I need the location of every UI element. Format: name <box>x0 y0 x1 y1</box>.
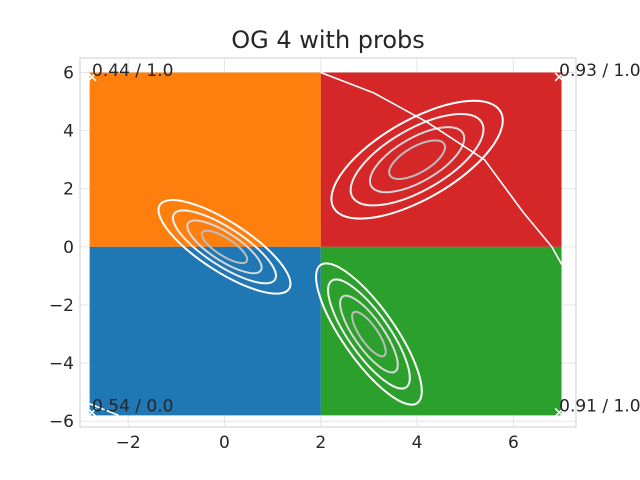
x-tick-label: −2 <box>116 433 141 453</box>
y-tick-label: −6 <box>49 412 74 432</box>
x-axis-ticks: −2 0 2 4 6 <box>116 433 519 453</box>
y-tick-label: 6 <box>63 64 74 84</box>
contour-2-2 <box>339 294 399 374</box>
boundary-line-1 <box>89 403 119 417</box>
boundary-line-0 <box>320 71 563 265</box>
corner-marker-0 <box>87 72 97 82</box>
y-tick-label: 0 <box>63 238 74 258</box>
corner-marker-3 <box>554 407 564 418</box>
x-tick-label: 4 <box>412 433 423 453</box>
contour-0-1 <box>171 209 277 285</box>
region-top-left <box>89 72 321 247</box>
region-bottom-left <box>89 246 321 416</box>
chart-title: OG 4 with probs <box>231 26 425 54</box>
contour-2-0 <box>315 262 423 406</box>
contour-1-2 <box>368 126 466 194</box>
contour-1-0 <box>330 99 504 220</box>
regions <box>89 72 562 416</box>
corner-marker-2 <box>87 407 97 418</box>
contour-0-0 <box>157 199 292 295</box>
region-bottom-right <box>320 246 562 416</box>
contour-0-2 <box>186 219 263 275</box>
contour-1-1 <box>349 112 485 207</box>
x-tick-label: 2 <box>315 433 326 453</box>
corner-label-2: 0.54 / 0.0 <box>92 396 173 416</box>
corner-label-0: 0.44 / 1.0 <box>92 61 173 81</box>
contours <box>157 99 504 406</box>
corner-label-1: 0.93 / 1.0 <box>559 61 640 81</box>
x-tick-label: 0 <box>219 433 230 453</box>
boundaries <box>89 71 563 417</box>
corner-marker-1 <box>554 72 564 82</box>
y-tick-label: 2 <box>63 180 74 200</box>
contour-2-1 <box>327 278 411 390</box>
contour-0-3 <box>200 229 249 265</box>
region-top-right <box>320 72 562 247</box>
y-axis-ticks: −6 −4 −2 0 2 4 6 <box>49 64 74 433</box>
contour-1-3 <box>388 139 446 181</box>
y-tick-label: −4 <box>49 354 74 374</box>
contour-2-3 <box>351 310 387 358</box>
corner-label-3: 0.91 / 1.0 <box>559 396 640 416</box>
x-tick-label: 6 <box>508 433 519 453</box>
y-tick-label: 4 <box>63 122 74 142</box>
y-tick-label: −2 <box>49 296 74 316</box>
corner-markers: 0.44 / 1.0 0.93 / 1.0 0.54 / 0.0 0.91 / 1.0 <box>87 61 640 418</box>
